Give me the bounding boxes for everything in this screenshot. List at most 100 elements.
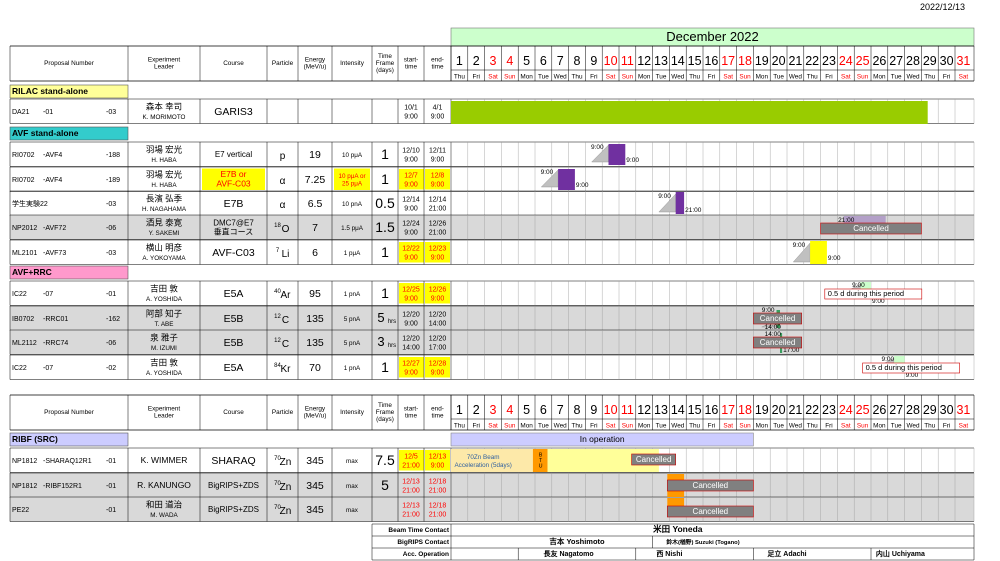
- weekday-7: Wed: [554, 422, 567, 429]
- weekday-17: Sat: [723, 422, 733, 429]
- start-time: 12/24 9:00: [402, 220, 420, 236]
- day-number-7: 7: [557, 403, 564, 417]
- day-number-26: 26: [872, 54, 886, 68]
- day-number-3: 3: [490, 54, 497, 68]
- end-time: 12/13 9:00: [429, 453, 447, 469]
- weekday-19: Mon: [756, 73, 769, 80]
- leader-japanese: 横山 明彦: [146, 243, 183, 253]
- leader-english: K. MORIMOTO: [143, 113, 186, 120]
- particle-symbol: Ar: [281, 289, 292, 300]
- energy-value: 345: [306, 480, 324, 492]
- proposal-sub: -07: [43, 365, 53, 372]
- end-time-highlight: [425, 450, 450, 471]
- day-number-31: 31: [956, 403, 970, 417]
- cancelled-label: Cancelled: [693, 481, 729, 490]
- day-number-26: 26: [872, 403, 886, 417]
- time-label: 21:00: [838, 217, 855, 224]
- end-time: 12/20 17:00: [429, 335, 447, 351]
- time-frame: 1.5: [375, 218, 395, 234]
- section-title: RIBF (SRC): [12, 434, 58, 444]
- leader-english: M. IZUMI: [151, 344, 177, 351]
- section-title: AVF+RRC: [12, 267, 52, 277]
- end-time-highlight: [425, 357, 450, 378]
- time-label: 9:00: [828, 255, 841, 262]
- course-name: GARIS3: [214, 106, 253, 118]
- day-number-1: 1: [456, 403, 463, 417]
- time-frame: 0.5: [375, 194, 395, 210]
- course-name: E5B: [224, 337, 244, 349]
- weekday-7: Wed: [554, 73, 567, 80]
- weekday-14: Wed: [671, 73, 684, 80]
- column-header-5: Intensity: [340, 60, 365, 67]
- column-header-1: Experiment Leader: [148, 56, 181, 70]
- time-label: 9:00: [658, 193, 671, 200]
- proposal-run: -03: [106, 201, 116, 208]
- note-box: [824, 288, 923, 300]
- start-time: 12/25 9:00: [402, 286, 420, 302]
- bigrips-contact-1: 吉本 Yoshimoto: [549, 536, 605, 546]
- proposal-number: IC22: [12, 291, 27, 298]
- day-number-21: 21: [788, 403, 802, 417]
- weekday-5: Mon: [520, 422, 533, 429]
- day-number-22: 22: [805, 54, 819, 68]
- particle-symbol: p: [280, 150, 286, 161]
- time-frame: 7.5: [375, 451, 395, 467]
- end-time: 12/18 21:00: [429, 478, 447, 494]
- particle-isotope: 12: [274, 337, 281, 343]
- energy-value: 95: [309, 288, 321, 300]
- time-frame: 5: [377, 310, 384, 325]
- time-label: 9:00: [882, 356, 895, 363]
- leader-japanese: 和田 道治: [146, 500, 183, 510]
- proposal-number: IC22: [12, 365, 27, 372]
- weekday-20: Tue: [773, 422, 784, 429]
- day-number-28: 28: [906, 54, 920, 68]
- bigrips-contact-2: 鈴木(楢野) Suzuki (Togano): [666, 538, 739, 546]
- proposal-number: RI0702: [12, 177, 35, 184]
- weekday-29: Thu: [924, 73, 935, 80]
- day-number-12: 12: [637, 403, 651, 417]
- weekday-25: Sun: [857, 422, 869, 429]
- time-frame: 1: [381, 358, 389, 374]
- day-number-19: 19: [755, 403, 769, 417]
- weekday-12: Mon: [638, 73, 651, 80]
- day-number-19: 19: [755, 54, 769, 68]
- day-number-24: 24: [839, 54, 853, 68]
- day-number-28: 28: [906, 403, 920, 417]
- end-time: 12/20 14:00: [429, 311, 447, 327]
- intensity-value: 10 pμA: [342, 151, 363, 158]
- weekday-21: Wed: [789, 422, 802, 429]
- acc-operation-label: Acc. Operation: [403, 551, 449, 558]
- day-number-10: 10: [604, 403, 618, 417]
- weekday-23: Fri: [825, 422, 832, 429]
- acc-operator-2: 西 Nishi: [656, 550, 682, 558]
- particle-isotope: 70: [274, 455, 281, 461]
- start-time-highlight: [399, 242, 424, 263]
- acc-operator-3: 足立 Adachi: [767, 549, 806, 558]
- energy-value: 135: [306, 313, 324, 325]
- leader-english: R. KANUNGO: [137, 480, 191, 490]
- day-number-17: 17: [721, 403, 735, 417]
- course-name: E5A: [224, 288, 244, 300]
- leader-english: H. NAGAHAMA: [142, 205, 187, 212]
- in-operation-label: In operation: [580, 434, 625, 444]
- time-label: 9:00: [852, 282, 865, 289]
- day-number-4: 4: [506, 403, 513, 417]
- start-time: 12/27 9:00: [402, 360, 420, 376]
- weekday-22: Thu: [807, 73, 818, 80]
- start-time: 12/13 21:00: [402, 478, 420, 494]
- cancelled-label: Cancelled: [636, 455, 672, 464]
- start-time-highlight: [399, 169, 424, 190]
- month-title: December 2022: [666, 29, 759, 44]
- particle-isotope: 40: [274, 288, 281, 294]
- column-header-6: Time Frame (days): [376, 402, 395, 423]
- weekday-9: Fri: [590, 422, 597, 429]
- energy-value: 70: [309, 362, 321, 374]
- column-header-4: Energy (MeV/u): [304, 56, 327, 70]
- weekday-30: Fri: [943, 73, 950, 80]
- time-unit: hrs: [388, 318, 396, 324]
- proposal-sub: -RRC74: [43, 340, 68, 347]
- time-frame: 3: [377, 334, 384, 349]
- weekday-5: Mon: [520, 73, 533, 80]
- weekday-6: Tue: [538, 422, 549, 429]
- energy-value: 19: [309, 149, 321, 161]
